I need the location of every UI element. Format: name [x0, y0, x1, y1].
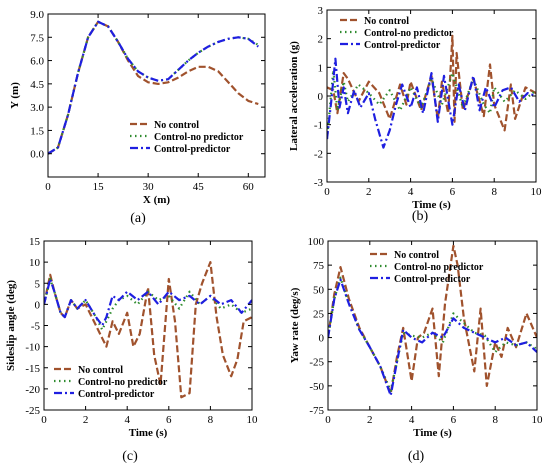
panel-c: 0 2 4 6 8 10 -25 -20 -15 -10 -5 0 5 10 15 Time (s) Sides…	[5, 236, 258, 464]
y-tick-label: 0	[35, 299, 41, 311]
legend-entry: Control-predictor	[78, 389, 155, 400]
y-tick-label: 25	[313, 308, 325, 320]
legend-entry: No control	[394, 250, 439, 261]
y-axis-label: Y (m)	[9, 82, 21, 109]
y-tick-label: 10	[29, 257, 41, 269]
legend-entry: Control-predictor	[364, 40, 441, 51]
x-tick-label: 8	[492, 414, 498, 426]
series-line-control-no-predictor	[327, 69, 536, 140]
x-tick-label: 8	[491, 186, 497, 198]
x-tick-label: 4	[409, 414, 415, 426]
y-tick-label: 0.0	[30, 149, 44, 161]
y-tick-label: 4.5	[30, 79, 44, 91]
legend-entry: Control-no predictor	[78, 377, 168, 388]
x-tick-label: 0	[324, 186, 330, 198]
x-tick-label: 6	[451, 414, 457, 426]
x-axis-label: Time (s)	[129, 427, 168, 439]
legend-entry: Control-no predictor	[154, 132, 244, 143]
y-tick-label: -25	[25, 405, 40, 417]
x-tick-label: 60	[243, 181, 255, 193]
y-tick-label: 75	[313, 260, 325, 272]
x-tick-label: 2	[366, 186, 372, 198]
x-tick-label: 10	[532, 414, 544, 426]
y-tick-label: 50	[313, 284, 325, 296]
y-tick-label: -5	[31, 321, 41, 333]
x-tick-label: 15	[93, 181, 105, 193]
y-tick-label: 1	[318, 62, 324, 74]
panel-label: (a)	[130, 211, 146, 226]
panel-label: (d)	[408, 449, 425, 464]
panel-label: (b)	[412, 209, 429, 224]
y-tick-label: -50	[309, 381, 324, 393]
y-tick-label: -15	[25, 363, 40, 375]
x-axis-label: Time (s)	[412, 199, 451, 211]
x-tick-label: 0	[325, 414, 331, 426]
series-line-no-control	[48, 20, 259, 155]
y-tick-label: -2	[314, 148, 323, 160]
panel-label: (c)	[122, 449, 138, 464]
panel-d: 0 2 4 6 8 10 -75 -50 -25 0 25 50 75 100 Time (s) Yaw ra…	[289, 236, 543, 464]
x-tick-label: 0	[41, 414, 47, 426]
legend-entry: No control	[154, 120, 199, 131]
y-tick-label: 2	[318, 34, 324, 46]
x-tick-label: 2	[367, 414, 373, 426]
x-tick-label: 6	[450, 186, 456, 198]
legend-entry: No control	[364, 16, 409, 27]
x-tick-label: 0	[45, 181, 51, 193]
x-tick-label: 4	[408, 186, 414, 198]
y-axis-label: Sideslip angle (deg)	[5, 280, 17, 371]
y-tick-label: 0	[318, 91, 324, 103]
y-tick-label: 6.0	[30, 56, 44, 68]
panel-a: 0 15 30 45 60 0.0 1.5 3.0 4.5 6.0 7.5 9.0 X (m) Y (m)…	[9, 9, 266, 226]
y-tick-label: -10	[25, 342, 40, 354]
x-tick-label: 10	[247, 414, 259, 426]
y-tick-label: -25	[309, 357, 324, 369]
y-tick-label: -75	[309, 405, 324, 417]
y-tick-label: -3	[314, 177, 324, 189]
y-tick-label: 5	[35, 278, 41, 290]
legend-entry: Control-no predictor	[394, 262, 484, 273]
y-tick-label: 3	[318, 5, 324, 17]
y-tick-label: -1	[314, 120, 323, 132]
y-tick-label: 100	[308, 236, 325, 248]
y-tick-label: 9.0	[30, 9, 44, 21]
y-tick-label: 7.5	[30, 32, 44, 44]
x-tick-label: 45	[193, 181, 205, 193]
y-axis-label: Yaw rate (deg/s)	[289, 287, 301, 363]
x-tick-label: 2	[83, 414, 89, 426]
series-line-control-predictor	[327, 57, 536, 149]
y-tick-label: 0	[319, 333, 325, 345]
y-tick-label: 3.0	[30, 102, 44, 114]
panel-b: 0 2 4 6 8 10 -3 -2 -1 0 1 2 3 Time (s) Lateral acceler…	[288, 5, 542, 224]
x-tick-label: 4	[124, 414, 130, 426]
x-tick-label: 30	[143, 181, 155, 193]
series-line-control-predictor	[44, 277, 252, 327]
x-tick-label: 10	[531, 186, 543, 198]
legend-entry: Control-predictor	[154, 144, 231, 155]
x-tick-label: 6	[166, 414, 172, 426]
x-axis-label: X (m)	[143, 194, 171, 206]
y-axis-label: Lateral acceleration (g)	[288, 41, 300, 151]
legend-entry: Control-predictor	[394, 274, 471, 285]
y-tick-label: -20	[25, 384, 40, 396]
series-line-control-predictor	[328, 278, 537, 397]
plot-frame	[47, 13, 266, 178]
legend-entry: Control-no predictor	[364, 28, 454, 39]
plot-frame	[327, 240, 538, 411]
x-axis-label: Time (s)	[413, 427, 452, 439]
y-tick-label: 15	[29, 236, 41, 248]
x-tick-label: 8	[208, 414, 214, 426]
series-line-control-predictor	[48, 20, 259, 155]
legend-entry: No control	[78, 365, 123, 376]
y-tick-label: 1.5	[30, 125, 44, 137]
